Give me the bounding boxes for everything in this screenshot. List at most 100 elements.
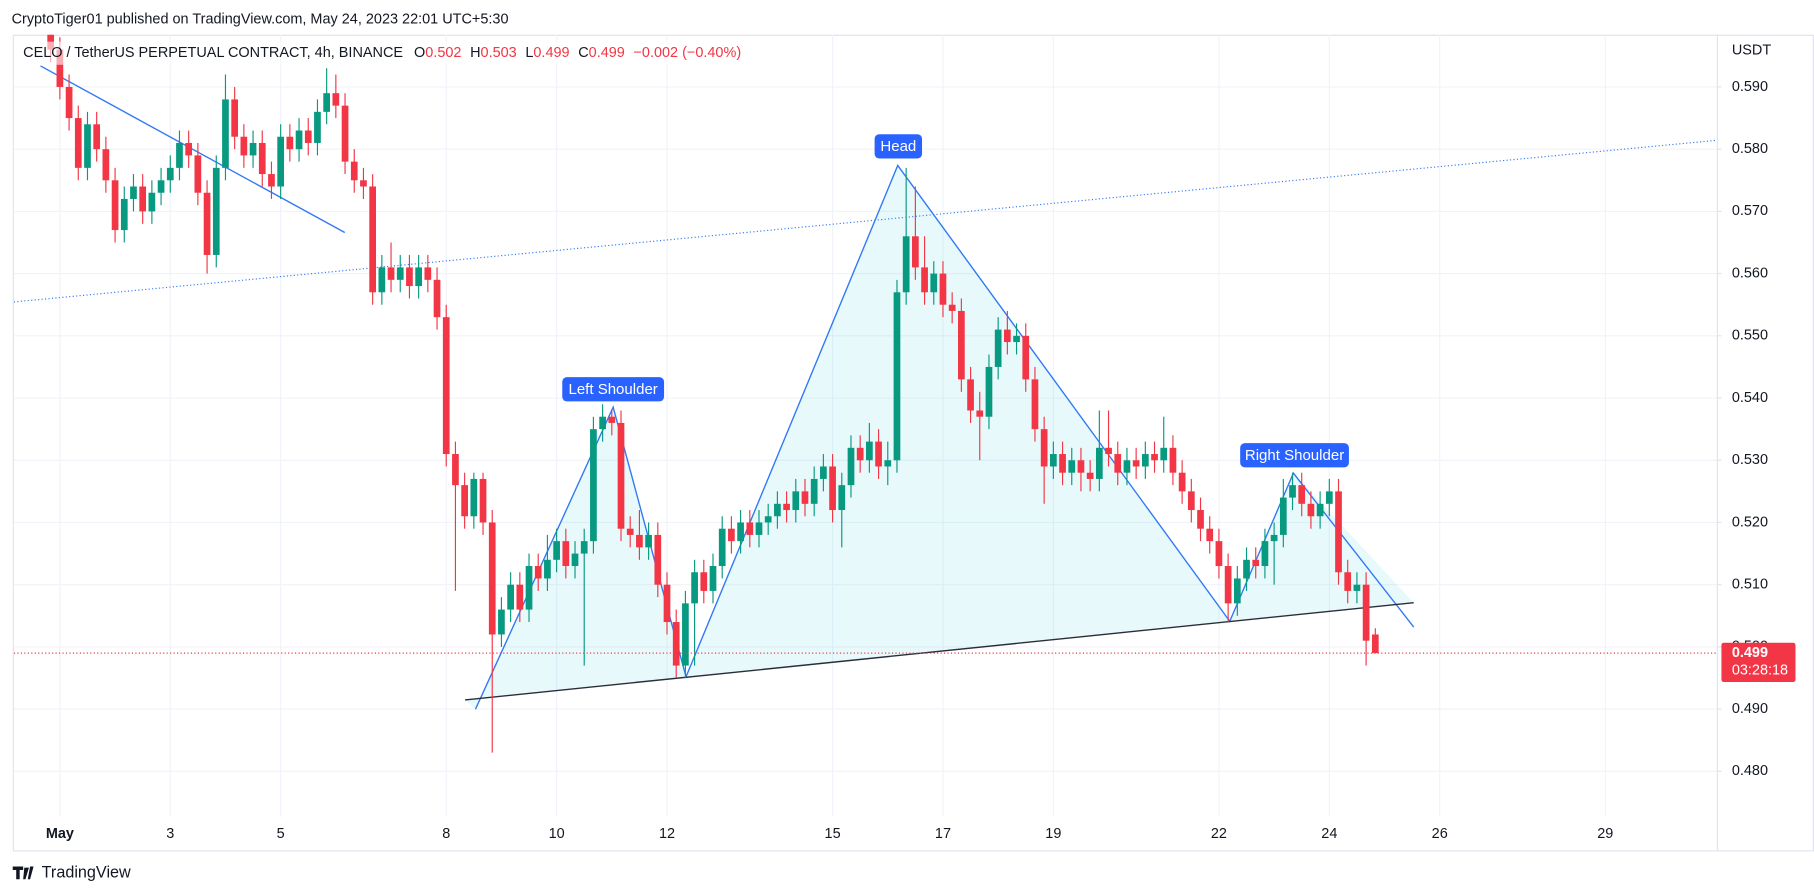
candle-body xyxy=(1335,491,1342,573)
candle-body xyxy=(387,267,395,280)
ohlc-key: L xyxy=(525,45,533,61)
candle-body xyxy=(369,186,376,293)
x-tick-label: 24 xyxy=(1321,826,1337,842)
candle-body xyxy=(1316,503,1324,517)
candle-body xyxy=(755,522,763,535)
candle-body xyxy=(1252,559,1260,567)
annotation: Right Shoulder xyxy=(1245,447,1344,464)
y-tick-label: 0.570 xyxy=(1732,203,1768,219)
candle-body xyxy=(1344,572,1352,591)
head-label: Head xyxy=(874,134,923,159)
candle-body xyxy=(728,528,735,542)
candle-body xyxy=(139,186,147,212)
candle-body xyxy=(764,516,772,523)
candle-body xyxy=(433,279,441,318)
candle-body xyxy=(571,553,579,567)
x-tick-label: 8 xyxy=(442,826,450,842)
candle-body xyxy=(700,572,708,591)
candle-body xyxy=(479,478,487,523)
candle-body xyxy=(691,572,698,604)
candle-body xyxy=(958,310,965,380)
candle-body xyxy=(93,124,101,150)
candle-body xyxy=(1077,460,1085,473)
candle-body xyxy=(608,416,616,423)
y-tick-label: 0.510 xyxy=(1732,577,1768,593)
candle-body xyxy=(1215,541,1223,567)
candle-body xyxy=(1178,472,1186,492)
candle-body xyxy=(1187,491,1195,511)
candles xyxy=(13,34,1717,753)
x-tick-label: 12 xyxy=(659,826,675,842)
candle-body xyxy=(525,566,533,610)
candle-body xyxy=(902,236,910,293)
candle-body xyxy=(1243,559,1250,579)
candle-body xyxy=(1197,510,1204,529)
pattern-fill xyxy=(465,165,1414,710)
candle-body xyxy=(231,99,239,137)
candle-body xyxy=(304,130,312,143)
candle-body xyxy=(1105,447,1112,455)
candle-body xyxy=(378,267,386,293)
y-tick-label: 0.590 xyxy=(1732,79,1768,95)
candle-body xyxy=(939,273,947,305)
candle-body xyxy=(507,584,514,610)
candle-body xyxy=(875,441,882,467)
candle-body xyxy=(1059,454,1066,473)
candle-body xyxy=(314,111,321,143)
candle-body xyxy=(912,236,919,268)
label-box xyxy=(1240,443,1349,468)
candle-body xyxy=(967,379,974,411)
legend-backdrop xyxy=(16,41,757,65)
candle-body xyxy=(74,118,82,168)
candle-body xyxy=(948,304,956,311)
candle-body xyxy=(1022,335,1030,380)
candle-body xyxy=(148,192,156,212)
candle-body xyxy=(350,161,358,181)
candle-body xyxy=(295,130,303,150)
candle-body xyxy=(185,142,193,156)
candle-body xyxy=(442,317,450,455)
candle-body xyxy=(498,609,505,635)
neckline xyxy=(465,602,1414,701)
y-tick-label: 0.530 xyxy=(1732,452,1768,468)
candle-body xyxy=(111,180,119,231)
candle-body xyxy=(166,167,174,181)
candle-body xyxy=(838,485,846,511)
candle-body xyxy=(212,167,220,255)
candle-body xyxy=(1169,447,1177,473)
candle-body xyxy=(1298,485,1306,504)
candle-body xyxy=(1279,497,1287,535)
candle-body xyxy=(415,267,422,287)
candle-body xyxy=(856,447,864,461)
watermark-text: TradingView xyxy=(42,864,131,882)
candle-body xyxy=(1362,584,1370,641)
resistance-line xyxy=(13,139,1717,303)
candle-body xyxy=(985,366,993,417)
ohlc-value: 0.499 xyxy=(533,45,569,61)
candle-body xyxy=(1160,447,1168,461)
x-tick-label: 22 xyxy=(1211,826,1227,842)
candle-body xyxy=(783,503,790,511)
ohlc-key: O xyxy=(414,45,425,61)
candle-body xyxy=(709,566,717,591)
candle-body xyxy=(884,460,892,467)
candle-body xyxy=(1233,578,1241,604)
x-tick-label: 26 xyxy=(1432,826,1448,842)
candle-body xyxy=(534,566,542,579)
candle-body xyxy=(286,136,294,150)
candle-body xyxy=(461,485,468,517)
candle-body xyxy=(976,410,984,417)
candle-body xyxy=(544,559,551,579)
right-shoulder-label: Right Shoulder xyxy=(1240,443,1349,468)
candle-body xyxy=(268,174,275,187)
change: −0.002 (−0.40%) xyxy=(633,45,741,61)
candle-body xyxy=(718,528,726,567)
x-tick-label: 19 xyxy=(1045,826,1061,842)
ohlc-key: H xyxy=(470,45,480,61)
y-tick-label: 0.490 xyxy=(1732,701,1768,717)
candle-body xyxy=(84,124,91,168)
annotation: Left Shoulder xyxy=(568,381,657,398)
candle-body xyxy=(203,192,211,255)
trendline xyxy=(40,65,346,234)
